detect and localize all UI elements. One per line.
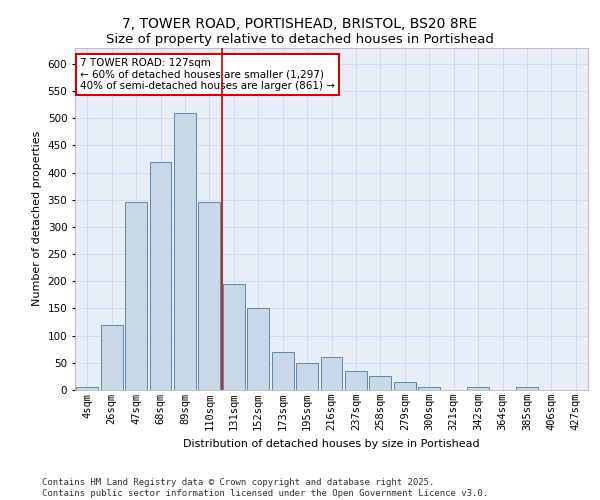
Text: Contains HM Land Registry data © Crown copyright and database right 2025.
Contai: Contains HM Land Registry data © Crown c… (42, 478, 488, 498)
Bar (76, 388, 98, 390)
Bar (272, 352, 293, 390)
Bar (149, 162, 172, 390)
Bar (174, 112, 196, 390)
Y-axis label: Number of detached properties: Number of detached properties (32, 131, 42, 306)
Bar (516, 388, 538, 390)
Bar (320, 358, 343, 390)
Bar (467, 388, 489, 390)
Bar (223, 284, 245, 390)
Bar (199, 202, 220, 390)
Bar (247, 308, 269, 390)
Text: Size of property relative to detached houses in Portishead: Size of property relative to detached ho… (106, 32, 494, 46)
Bar (296, 363, 318, 390)
X-axis label: Distribution of detached houses by size in Portishead: Distribution of detached houses by size … (183, 438, 480, 448)
Text: 7, TOWER ROAD, PORTISHEAD, BRISTOL, BS20 8RE: 7, TOWER ROAD, PORTISHEAD, BRISTOL, BS20… (122, 18, 478, 32)
Bar (345, 371, 367, 390)
Bar (418, 388, 440, 390)
Bar (394, 382, 416, 390)
Bar (101, 325, 122, 390)
Bar (370, 376, 391, 390)
Bar (125, 202, 147, 390)
Text: 7 TOWER ROAD: 127sqm
← 60% of detached houses are smaller (1,297)
40% of semi-de: 7 TOWER ROAD: 127sqm ← 60% of detached h… (80, 58, 335, 91)
